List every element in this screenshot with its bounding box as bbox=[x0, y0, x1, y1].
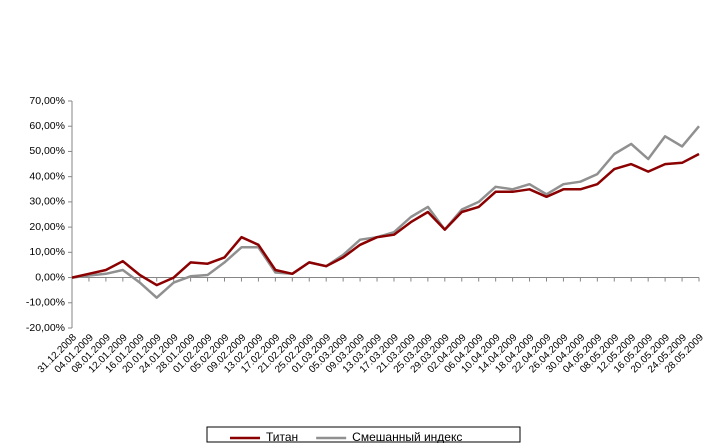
y-tick-label: 50,00% bbox=[29, 145, 65, 157]
y-tick-label: 10,00% bbox=[29, 246, 65, 258]
legend-label: Смешанный индекс bbox=[352, 430, 462, 443]
y-tick-label: 60,00% bbox=[29, 120, 65, 132]
y-tick-label: 40,00% bbox=[29, 170, 65, 182]
y-tick-label: -20,00% bbox=[26, 322, 65, 334]
legend-label: Титан bbox=[266, 430, 298, 443]
line-series bbox=[71, 125, 700, 299]
y-tick-label: 20,00% bbox=[29, 221, 65, 233]
y-tick-label: -10,00% bbox=[26, 297, 65, 309]
y-tick-label: 0,00% bbox=[35, 271, 65, 283]
y-tick-label: 30,00% bbox=[29, 196, 65, 208]
y-tick-label: 70,00% bbox=[29, 95, 65, 107]
legend-box bbox=[206, 426, 521, 443]
line-series bbox=[71, 152, 700, 287]
